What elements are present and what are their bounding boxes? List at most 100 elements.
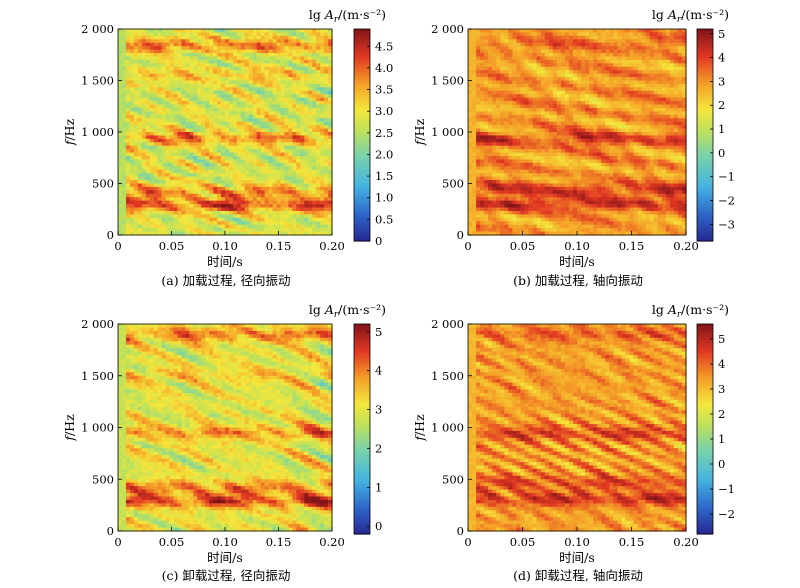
heatmap-cell bbox=[253, 122, 258, 126]
heatmap-cell bbox=[638, 81, 643, 85]
heatmap-cell bbox=[508, 56, 513, 60]
heatmap-cell bbox=[245, 225, 250, 229]
heatmap-cell bbox=[217, 201, 222, 205]
heatmap-cell bbox=[217, 180, 222, 184]
heatmap-cell bbox=[537, 98, 542, 102]
heatmap-cell bbox=[158, 77, 163, 81]
heatmap-cell bbox=[320, 139, 325, 143]
heatmap-cell bbox=[154, 153, 159, 157]
heatmap-cell bbox=[288, 46, 293, 50]
heatmap-cell bbox=[189, 177, 194, 181]
heatmap-cell bbox=[265, 29, 270, 33]
heatmap-cell bbox=[508, 39, 513, 43]
heatmap-cell bbox=[233, 139, 238, 143]
heatmap-cell bbox=[134, 60, 139, 64]
heatmap-cell bbox=[181, 43, 186, 47]
heatmap-cell bbox=[197, 29, 202, 33]
heatmap-cell bbox=[253, 111, 258, 115]
heatmap-cell bbox=[154, 129, 159, 133]
heatmap-cell bbox=[585, 122, 590, 126]
heatmap-cell bbox=[492, 115, 497, 119]
heatmap-cell bbox=[213, 194, 218, 198]
heatmap-cell bbox=[126, 60, 131, 64]
heatmap-cell bbox=[237, 142, 242, 146]
heatmap-cell bbox=[625, 115, 630, 119]
heatmap-cell bbox=[605, 43, 610, 47]
heatmap-cell bbox=[253, 70, 258, 74]
heatmap-cell bbox=[296, 177, 301, 181]
heatmap-cell bbox=[166, 56, 171, 60]
heatmap-cell bbox=[197, 184, 202, 188]
heatmap-cell bbox=[229, 159, 234, 163]
heatmap-cell bbox=[241, 184, 246, 188]
heatmap-cell bbox=[162, 60, 167, 64]
heatmap-cell bbox=[557, 36, 562, 40]
heatmap-cell bbox=[134, 218, 139, 222]
heatmap-cell bbox=[525, 108, 530, 112]
heatmap-cell bbox=[646, 122, 651, 126]
heatmap-cell bbox=[146, 111, 151, 115]
heatmap-cell bbox=[189, 197, 194, 201]
heatmap-cell bbox=[225, 190, 230, 194]
heatmap-cell bbox=[201, 173, 206, 177]
heatmap-cell bbox=[638, 60, 643, 64]
heatmap-cell bbox=[273, 94, 278, 98]
heatmap-cell bbox=[162, 225, 167, 229]
heatmap-cell bbox=[181, 101, 186, 105]
heatmap-cell bbox=[525, 46, 530, 50]
heatmap-cell bbox=[177, 39, 182, 43]
heatmap-cell bbox=[308, 50, 313, 54]
heatmap-cell bbox=[257, 74, 262, 78]
heatmap-cell bbox=[217, 87, 222, 91]
heatmap-cell bbox=[237, 105, 242, 109]
heatmap-cell bbox=[154, 74, 159, 78]
heatmap-cell bbox=[213, 105, 218, 109]
heatmap-cell bbox=[154, 177, 159, 181]
heatmap-cell bbox=[142, 208, 147, 212]
heatmap-cell bbox=[138, 129, 143, 133]
heatmap-cell bbox=[154, 197, 159, 201]
heatmap-cell bbox=[193, 211, 198, 215]
heatmap-cell bbox=[185, 159, 190, 163]
heatmap-cell bbox=[177, 221, 182, 225]
x-tick-label: 0.05 bbox=[159, 239, 185, 253]
heatmap-cell bbox=[280, 94, 285, 98]
heatmap-cell bbox=[181, 142, 186, 146]
heatmap-cell bbox=[565, 125, 570, 129]
heatmap-cell bbox=[201, 184, 206, 188]
heatmap-cell bbox=[284, 53, 289, 57]
heatmap-cell bbox=[233, 105, 238, 109]
heatmap-cell bbox=[589, 74, 594, 78]
heatmap-cell bbox=[205, 166, 210, 170]
heatmap-cell bbox=[512, 29, 517, 33]
heatmap-cell bbox=[166, 180, 171, 184]
heatmap-cell bbox=[197, 214, 202, 218]
heatmap-cell bbox=[674, 101, 679, 105]
heatmap-cell bbox=[308, 98, 313, 102]
heatmap-cell bbox=[181, 204, 186, 208]
heatmap-cell bbox=[316, 163, 321, 167]
heatmap-cell bbox=[261, 149, 266, 153]
heatmap-cell bbox=[205, 228, 210, 232]
heatmap-cell bbox=[221, 177, 226, 181]
heatmap-cell bbox=[484, 29, 489, 33]
heatmap-cell bbox=[154, 166, 159, 170]
heatmap-cell bbox=[189, 111, 194, 115]
heatmap-cell bbox=[122, 166, 127, 170]
heatmap-cell bbox=[512, 101, 517, 105]
heatmap-cell bbox=[617, 36, 622, 40]
heatmap-cell bbox=[273, 125, 278, 129]
heatmap-cell bbox=[476, 105, 481, 109]
heatmap-cell bbox=[269, 218, 274, 222]
heatmap-cell bbox=[177, 214, 182, 218]
heatmap-cell bbox=[166, 132, 171, 136]
heatmap-cell bbox=[634, 74, 639, 78]
heatmap-cell bbox=[670, 111, 675, 115]
heatmap-cell bbox=[284, 197, 289, 201]
heatmap-cell bbox=[593, 87, 598, 91]
heatmap-cell bbox=[650, 60, 655, 64]
heatmap-cell bbox=[512, 122, 517, 126]
heatmap-cell bbox=[249, 177, 254, 181]
heatmap-cell bbox=[316, 129, 321, 133]
heatmap-cell bbox=[126, 156, 131, 160]
